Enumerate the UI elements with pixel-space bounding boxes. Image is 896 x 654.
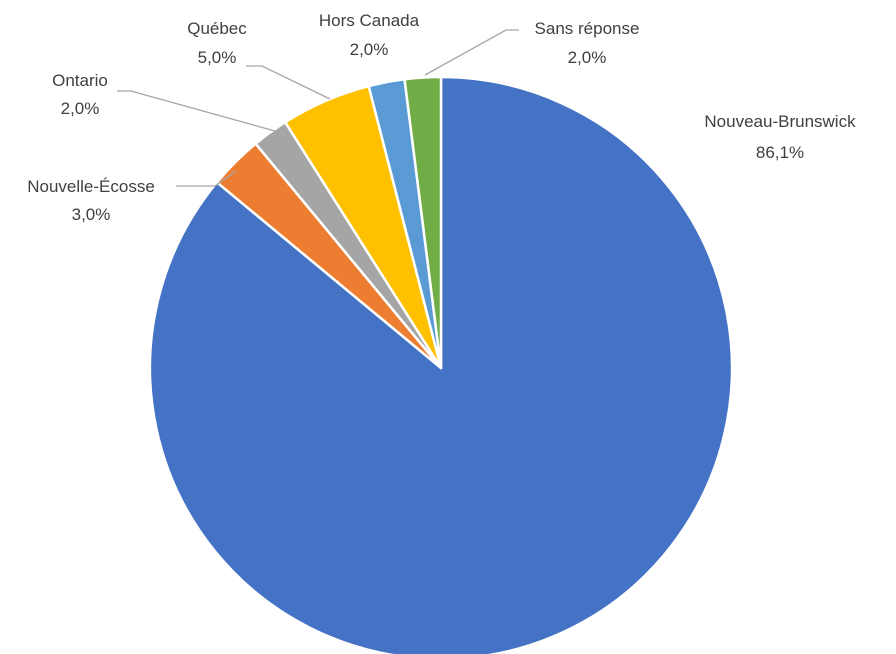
slice-label-nouvelle-ecosse-name: Nouvelle-Écosse — [27, 177, 155, 196]
slice-label-nouveau-brunswick-name: Nouveau-Brunswick — [704, 112, 856, 131]
slice-label-sans-reponse-value: 2,0% — [568, 48, 607, 67]
slice-label-nouveau-brunswick-value: 86,1% — [756, 143, 804, 162]
pie-slice-sans-reponse — [403, 75, 443, 370]
slice-label-sans-reponse-name: Sans réponse — [535, 19, 640, 38]
leader-line-sans-reponse — [424, 29, 519, 76]
pie-slices — [148, 75, 734, 654]
slice-label-ontario-name: Ontario — [52, 71, 108, 90]
pie-slice-nouveau-brunswick — [148, 75, 734, 654]
leader-line-nouvelle-ecosse — [176, 170, 237, 187]
slice-label-quebec-name: Québec — [187, 19, 247, 38]
slice-label-quebec-value: 5,0% — [198, 48, 237, 67]
leader-line-ontario — [117, 90, 276, 132]
slice-label-hors-canada-name: Hors Canada — [319, 11, 420, 30]
slice-label-hors-canada-value: 2,0% — [350, 40, 389, 59]
slice-label-nouvelle-ecosse-value: 3,0% — [72, 205, 111, 224]
leader-line-quebec — [246, 65, 331, 100]
slice-label-ontario-value: 2,0% — [61, 99, 100, 118]
